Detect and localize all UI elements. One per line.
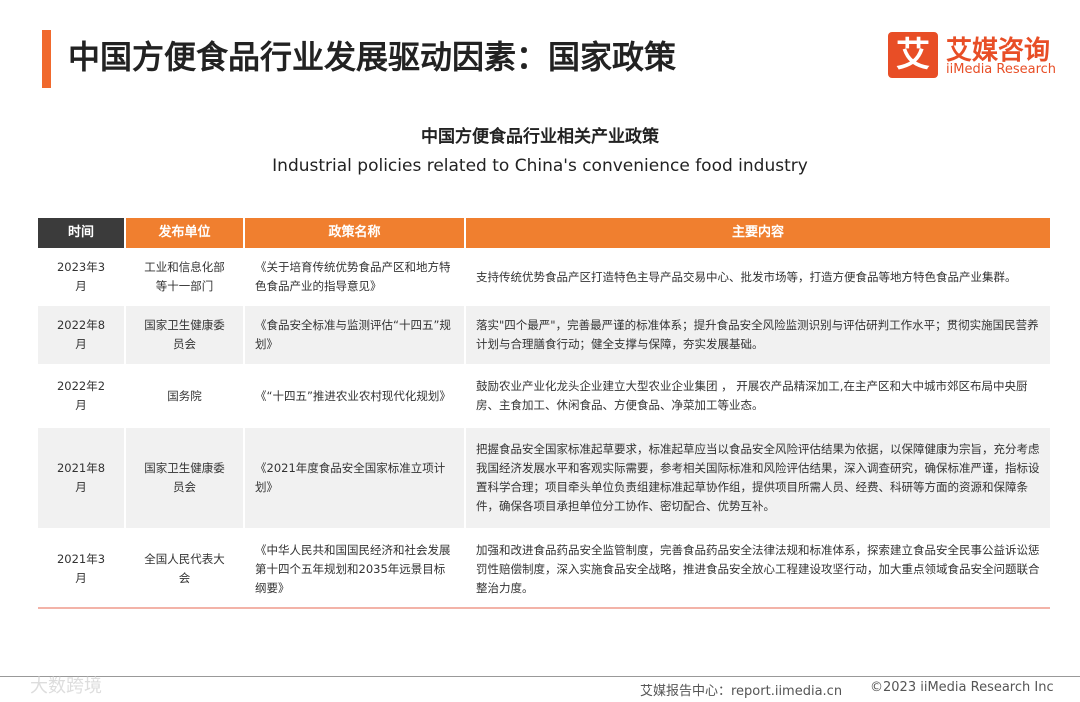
policy-name-cell: 《“十四五”推进农业农村现代化规划》	[255, 388, 451, 403]
issuer-cell: 全国人民代表大会	[144, 552, 225, 585]
date-cell: 2022年2月	[56, 379, 106, 412]
policy-name-cell: 《中华人民共和国国民经济和社会发展第十四个五年规划和2035年远景目标纲要》	[255, 542, 451, 595]
issuer-cell: 国务院	[167, 388, 202, 403]
issuer-cell: 国家卫生健康委员会	[126, 428, 243, 528]
content-cell: 支持传统优势食品产区打造特色主导产品交易中心、批发市场等，打造方便食品等地方特色…	[476, 269, 1017, 284]
subtitle: 中国方便食品行业相关产业政策	[421, 127, 659, 147]
content-cell: 鼓励农业产业化龙头企业建立大型农业企业集团 ， 开展农产品精深加工,在主产区和大…	[476, 379, 1028, 412]
page-title: 中国方便食品行业发展驱动因素：国家政策	[68, 38, 677, 76]
footer-copyright: ©2023 iiMedia Research Inc	[870, 680, 1054, 695]
watermark: 大数跨境	[30, 676, 102, 697]
content-cell: 落实"四个最严"，完善最严谨的标准体系；提升食品安全风险监测识别与评估研判工作水…	[466, 306, 1050, 364]
column-header: 发布单位	[126, 218, 243, 248]
column-header: 主要内容	[466, 218, 1050, 248]
footer-source: 艾媒报告中心：report.iimedia.cn	[640, 684, 843, 699]
logo-icon: 艾	[888, 32, 938, 78]
date-cell: 2021年8月	[38, 428, 124, 528]
issuer-cell: 工业和信息化部等十一部门	[144, 260, 225, 293]
content-cell: 加强和改进食品药品安全监管制度，完善食品药品安全法律法规和标准体系，探索建立食品…	[476, 542, 1040, 595]
footer-rule	[0, 676, 1080, 677]
policy-table: 时间 发布单位 政策名称 主要内容 2023年3月 工业和信息化部等十一部门 《关于培育传统…	[38, 218, 1050, 608]
column-header: 政策名称	[245, 218, 464, 248]
logo-en: iiMedia Research	[946, 62, 1057, 77]
title-bar	[42, 30, 51, 88]
date-cell: 2023年3月	[56, 260, 106, 293]
policy-name-cell: 《食品安全标准与监测评估“十四五”规划》	[245, 306, 464, 364]
column-header: 时间	[38, 218, 124, 248]
logo-name: 艾媒咨询	[946, 36, 1051, 66]
policy-name-cell: 《2021年度食品安全国家标准立项计划》	[245, 428, 464, 528]
subtitle-en: Industrial policies related to China's c…	[272, 156, 808, 176]
issuer-cell: 国家卫生健康委员会	[126, 306, 243, 364]
date-cell: 2021年3月	[56, 552, 106, 585]
content-cell: 把握食品安全国家标准起草要求，标准起草应当以食品安全风险评估结果为依据，以保障健…	[466, 428, 1050, 528]
date-cell: 2022年8月	[38, 306, 124, 364]
table-bottom-rule	[38, 607, 1050, 609]
policy-name-cell: 《关于培育传统优势食品产区和地方特色食品产业的指导意见》	[255, 260, 451, 293]
